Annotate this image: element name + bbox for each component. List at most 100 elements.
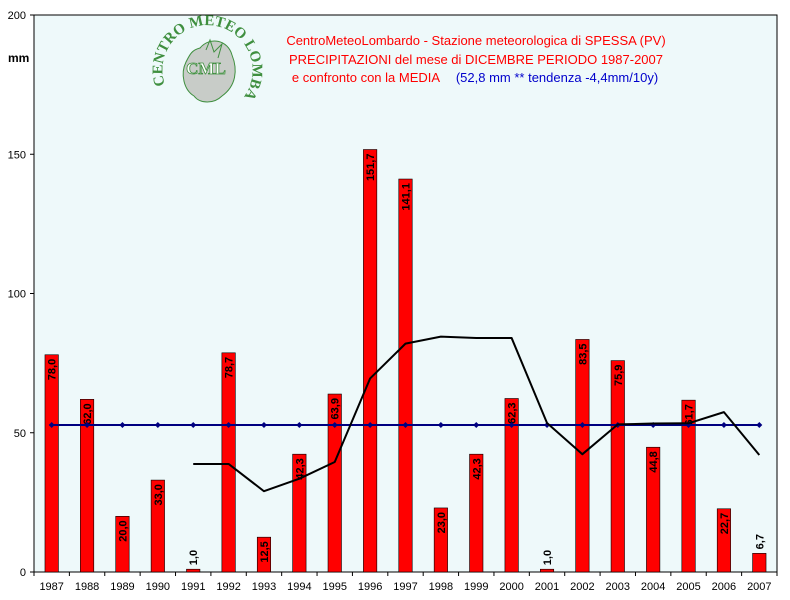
x-tick-label: 1992 — [216, 581, 240, 593]
bar-data-label: 44,8 — [648, 451, 660, 472]
x-tick-label: 2005 — [676, 581, 700, 593]
bar-data-label: 6,7 — [754, 534, 766, 549]
bar-data-label: 141,1 — [401, 183, 413, 211]
bar-data-label: 42,3 — [294, 458, 306, 479]
bars — [44, 149, 767, 573]
x-tick-label: 1988 — [75, 581, 99, 593]
bar — [292, 453, 307, 573]
bar-data-label: 22,7 — [719, 513, 731, 534]
bar-data-label: 62,3 — [507, 402, 519, 423]
x-tick-label: 1987 — [39, 581, 63, 593]
mean-marker — [48, 421, 55, 428]
mean-marker — [260, 421, 267, 428]
x-tick-label: 2003 — [606, 581, 630, 593]
y-tick-label: 200 — [8, 10, 26, 22]
x-tick-label: 2004 — [641, 581, 665, 593]
bar — [646, 446, 661, 573]
x-tick-label: 1993 — [252, 581, 276, 593]
bar — [186, 568, 201, 573]
title-line-2: PRECIPITAZIONI del mese di DICEMBRE PERI… — [289, 52, 663, 67]
bar — [44, 354, 59, 573]
mean-marker — [402, 421, 409, 428]
x-tick-label: 2006 — [712, 581, 736, 593]
y-tick-label: 100 — [8, 289, 26, 301]
mean-marker — [720, 421, 727, 428]
x-tick-label: 1991 — [181, 581, 205, 593]
bar — [752, 553, 767, 573]
bar-data-label: 63,9 — [330, 398, 342, 419]
bar — [363, 149, 378, 573]
x-tick-label: 2000 — [499, 581, 523, 593]
bar — [150, 479, 165, 573]
bar-data-label: 78,7 — [224, 357, 236, 378]
bar — [575, 339, 590, 573]
mean-marker — [190, 421, 197, 428]
bar-data-label: 23,0 — [436, 512, 448, 533]
bar — [540, 568, 555, 573]
bar — [469, 453, 484, 573]
logo-abbr: CML — [186, 59, 226, 78]
y-tick-label: 50 — [14, 428, 26, 440]
mean-line — [48, 421, 763, 428]
y-axis: 0 50 100 150 200 — [8, 10, 34, 579]
mean-marker — [756, 421, 763, 428]
moving-average-line — [193, 335, 761, 493]
bar — [221, 352, 236, 573]
bar-data-label: 83,5 — [577, 343, 589, 364]
bar-data-label: 20,0 — [117, 520, 129, 541]
title-line-4: (52,8 mm ** tendenza -4,4mm/10y) — [456, 70, 658, 85]
bar-data-label: 61,7 — [684, 404, 696, 425]
title-line-3: e confronto con la MEDIA — [292, 70, 440, 85]
bar-data-label: 33,0 — [153, 484, 165, 505]
bar — [716, 508, 731, 573]
x-tick-label: 1996 — [358, 581, 382, 593]
chart-title: CentroMeteoLombardo - Stazione meteorolo… — [286, 33, 665, 85]
bar — [80, 399, 95, 573]
mean-marker — [84, 421, 91, 428]
bar — [256, 536, 271, 573]
x-tick-label: 1999 — [464, 581, 488, 593]
bar-data-label: 78,0 — [47, 359, 59, 380]
y-tick-label: 150 — [8, 149, 26, 161]
trend-line — [193, 335, 761, 493]
y-tick-label: 0 — [20, 567, 26, 579]
bar — [610, 360, 625, 573]
mean-marker — [119, 421, 126, 428]
mean-marker — [437, 421, 444, 428]
mean-marker — [367, 421, 374, 428]
x-tick-label: 1989 — [110, 581, 134, 593]
bar — [327, 393, 342, 573]
title-line-1: CentroMeteoLombardo - Stazione meteorolo… — [286, 33, 665, 48]
mean-marker — [508, 421, 515, 428]
y-axis-label: mm — [8, 51, 29, 65]
bar — [504, 398, 519, 573]
mean-marker — [331, 421, 338, 428]
x-tick-label: 2007 — [747, 581, 771, 593]
bar-data-label: 75,9 — [613, 365, 625, 386]
x-axis: 1987 1988 1989 1990 1991 1992 1993 1994 1995 1996… — [33, 572, 778, 593]
mean-marker — [154, 421, 161, 428]
bar-data-label: 62,0 — [82, 403, 94, 424]
x-tick-label: 2001 — [535, 581, 559, 593]
bar-labels: 78,0 62,0 20,0 33,0 1,0 78,7 12,5 42,3 63,9 151,7… — [47, 154, 767, 566]
logo-map-shape — [182, 40, 236, 103]
mean-marker — [225, 421, 232, 428]
bar-data-label: 151,7 — [365, 154, 377, 182]
bar-data-label: 42,3 — [471, 458, 483, 479]
x-tick-label: 1995 — [322, 581, 346, 593]
bar — [398, 178, 413, 573]
x-tick-label: 1990 — [146, 581, 170, 593]
bar — [681, 399, 696, 573]
x-tick-label: 1994 — [287, 581, 311, 593]
x-tick-label: 1998 — [429, 581, 453, 593]
bar-data-label: 1,0 — [188, 550, 200, 565]
bar — [433, 507, 448, 573]
bar-data-label: 1,0 — [542, 550, 554, 565]
bar — [115, 515, 130, 573]
x-tick-label: 2002 — [570, 581, 594, 593]
mean-marker — [473, 421, 480, 428]
x-tick-label: 1997 — [393, 581, 417, 593]
bar-data-label: 12,5 — [259, 541, 271, 562]
